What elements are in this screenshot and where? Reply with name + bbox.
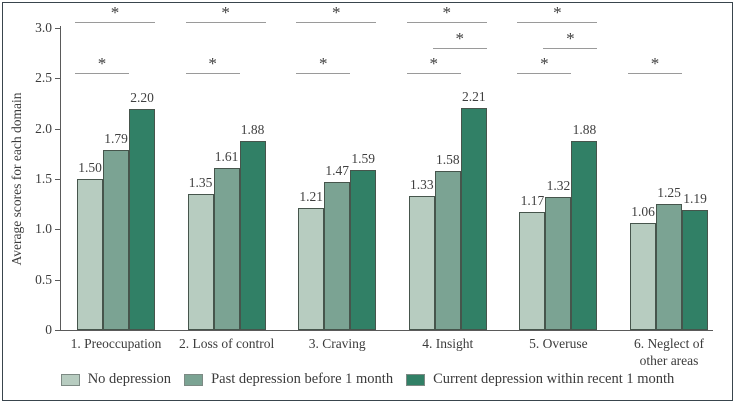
bar-value-label: 1.59 — [351, 150, 375, 166]
y-tick-mark — [55, 279, 60, 281]
category-label: 2. Loss of control — [178, 336, 275, 351]
y-tick-label: 1.5 — [35, 171, 52, 186]
y-tick-label: 2.0 — [35, 120, 52, 136]
bar-value-label: 2.20 — [130, 89, 154, 105]
bar-value-label: 1.33 — [409, 177, 434, 193]
bar — [324, 182, 351, 330]
significance-asterisk: * — [221, 3, 230, 22]
bar — [682, 210, 708, 330]
significance-asterisk: * — [455, 29, 465, 48]
bar — [434, 170, 461, 330]
bar — [77, 179, 103, 330]
x-axis-line — [60, 330, 713, 331]
category-label: 4. Insight — [422, 336, 474, 351]
significance-bracket — [406, 73, 461, 74]
bar — [239, 140, 266, 330]
bar-value-label: 1.88 — [572, 121, 597, 137]
significance-bracket — [543, 48, 598, 49]
bar — [656, 204, 682, 330]
category-label: 6. Neglect of other areas — [633, 336, 705, 368]
significance-bracket — [185, 73, 240, 74]
y-tick-label: 2.5 — [35, 70, 52, 86]
legend-swatch — [406, 373, 426, 386]
significance-bracket — [628, 73, 682, 74]
bar-value-label: 1.25 — [657, 185, 681, 201]
significance-bracket — [406, 22, 487, 23]
bar-value-label: 1.58 — [435, 151, 460, 167]
y-tick-label: 0 — [45, 322, 52, 337]
significance-bracket — [517, 22, 598, 23]
y-axis-line — [60, 26, 61, 331]
significance-asterisk: * — [97, 54, 107, 73]
bar — [129, 108, 155, 330]
y-tick-label: 1.0 — [35, 221, 52, 237]
significance-bracket — [185, 22, 266, 23]
legend-item: Past depression before 1 month — [184, 371, 393, 388]
y-tick-mark — [55, 229, 60, 231]
significance-bracket — [517, 73, 572, 74]
bar — [187, 194, 214, 330]
bar — [408, 196, 435, 330]
bar — [630, 223, 656, 330]
legend-label: No depression — [87, 371, 172, 387]
significance-asterisk: * — [318, 54, 328, 73]
legend: No depression Past depression before 1 mo… — [0, 371, 735, 388]
bar-value-label: 1.17 — [520, 193, 545, 209]
significance-asterisk: * — [540, 54, 549, 73]
bar-value-label: 1.21 — [299, 189, 323, 205]
legend-item: Current depression within recent 1 month — [406, 371, 674, 388]
y-tick-label: 0.5 — [35, 271, 52, 287]
bar-value-label: 1.47 — [325, 163, 349, 179]
legend-label: Past depression before 1 month — [211, 371, 394, 387]
legend-label: Current depression within recent 1 month — [433, 371, 675, 387]
category-label: 1. Preoccupation — [70, 336, 162, 351]
bar — [103, 149, 129, 330]
category-label: 3. Craving — [308, 336, 366, 351]
bar — [350, 169, 377, 330]
significance-asterisk: * — [650, 54, 660, 73]
bar — [460, 107, 487, 330]
significance-asterisk: * — [553, 3, 562, 22]
bar-value-label: 2.21 — [461, 88, 486, 104]
y-tick-label: 3.0 — [35, 20, 52, 35]
significance-bracket — [432, 48, 487, 49]
bar-value-label: 1.19 — [683, 191, 707, 207]
bar — [545, 197, 572, 330]
significance-bracket — [296, 22, 377, 23]
bar-value-label: 1.35 — [188, 175, 213, 191]
legend-swatch — [60, 373, 80, 386]
y-tick-mark — [55, 128, 60, 130]
bar-value-label: 1.61 — [214, 148, 239, 164]
significance-asterisk: * — [429, 54, 439, 73]
bar-value-label: 1.06 — [631, 204, 655, 220]
bar-value-label: 1.79 — [104, 130, 128, 146]
bar-value-label: 1.50 — [78, 160, 102, 175]
y-tick-mark — [55, 330, 60, 331]
y-tick-mark — [55, 28, 60, 29]
significance-asterisk: * — [566, 29, 575, 48]
significance-asterisk: * — [208, 54, 217, 73]
significance-bracket — [75, 73, 129, 74]
bar — [571, 140, 598, 330]
y-tick-mark — [55, 78, 60, 80]
significance-bracket — [296, 73, 351, 74]
bar-value-label: 1.32 — [546, 178, 571, 194]
bar-value-label: 1.88 — [240, 121, 265, 137]
y-tick-mark — [55, 179, 60, 180]
bar — [519, 212, 546, 330]
significance-bracket — [75, 22, 155, 23]
significance-asterisk: * — [110, 3, 120, 22]
significance-asterisk: * — [442, 3, 452, 22]
significance-asterisk: * — [331, 3, 341, 22]
legend-item: No depression — [60, 371, 172, 388]
bar — [298, 208, 325, 330]
bar — [213, 167, 240, 330]
category-label: 5. Overuse — [529, 336, 588, 351]
legend-swatch — [184, 373, 204, 386]
